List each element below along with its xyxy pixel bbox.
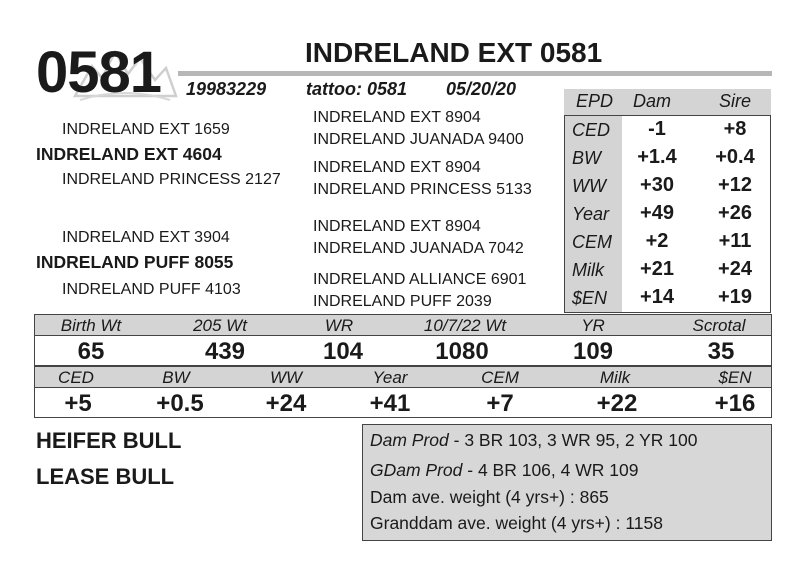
pedigree-ancestor: INDRELAND EXT 8904 bbox=[313, 218, 481, 235]
pedigree-sire-dam: INDRELAND PRINCESS 2127 bbox=[62, 171, 281, 188]
epd-header-trait: EPD bbox=[576, 91, 614, 111]
perf-header-205-wt: 205 Wt bbox=[193, 316, 247, 335]
epd-sire-ced: +8 bbox=[723, 118, 747, 140]
dam-production-text: - 3 BR 103, 3 WR 95, 2 YR 100 bbox=[448, 430, 698, 450]
perf-scrotal: 35 bbox=[707, 338, 735, 365]
epd-col-milk: Milk bbox=[599, 368, 631, 387]
epd-trait-year: Year bbox=[572, 204, 610, 224]
epd-trait-column bbox=[565, 116, 622, 312]
epd-trait-cem: CEM bbox=[572, 232, 612, 252]
pedigree-dam-dam: INDRELAND PUFF 4103 bbox=[62, 281, 241, 298]
pedigree-ancestor: INDRELAND JUANADA 9400 bbox=[313, 131, 524, 148]
epd-trait-ced: CED bbox=[572, 120, 611, 140]
perf-205-wt: 439 bbox=[204, 338, 246, 365]
perf-yr: 109 bbox=[572, 338, 614, 365]
epd-dam-milk: +21 bbox=[640, 258, 674, 280]
epd-sire-milk: +24 bbox=[718, 258, 752, 280]
pedigree-sire-sire: INDRELAND EXT 1659 bbox=[62, 121, 230, 138]
epd-sire-ww: +12 bbox=[718, 174, 752, 196]
pedigree-dam-sire: INDRELAND EXT 3904 bbox=[62, 229, 230, 246]
epd-value-milk: +22 bbox=[596, 390, 638, 417]
epd-value-ww: +24 bbox=[265, 390, 307, 417]
granddam-average-weight: Granddam ave. weight (4 yrs+) : 1158 bbox=[370, 513, 663, 533]
pedigree-sire: INDRELAND EXT 4604 bbox=[36, 144, 222, 164]
granddam-production-label: GDam Prod bbox=[370, 460, 463, 480]
epd-header-dam: Dam bbox=[633, 91, 672, 111]
pedigree-ancestor: INDRELAND PRINCESS 5133 bbox=[313, 181, 532, 198]
perf-header-yr: YR bbox=[581, 316, 605, 335]
dam-average-weight: Dam ave. weight (4 yrs+) : 865 bbox=[370, 487, 609, 507]
perf-header-yearling-wt: 10/7/22 Wt bbox=[423, 316, 507, 335]
lot-number: 0581 bbox=[36, 40, 162, 105]
heifer-bull-label: HEIFER BULL bbox=[36, 428, 182, 453]
epd-dam-ced: -1 bbox=[648, 118, 666, 140]
perf-header-birth-wt: Birth Wt bbox=[60, 316, 122, 335]
pedigree-dam: INDRELAND PUFF 8055 bbox=[36, 252, 234, 272]
epd-value-ced: +5 bbox=[64, 390, 92, 417]
pedigree-ancestor: INDRELAND EXT 8904 bbox=[313, 109, 481, 126]
epd-dam-ww: +30 bbox=[640, 174, 674, 196]
epd-col-year: Year bbox=[372, 368, 408, 387]
epd-sire-en: +19 bbox=[718, 286, 752, 308]
epd-dam-cem: +2 bbox=[645, 230, 669, 252]
epd-col-cem: CEM bbox=[481, 368, 519, 387]
pedigree-ancestor: INDRELAND EXT 8904 bbox=[313, 159, 481, 176]
epd-col-ced: CED bbox=[58, 368, 94, 387]
epd-sire-cem: +11 bbox=[718, 230, 752, 252]
epd-sire-year: +26 bbox=[718, 202, 752, 224]
granddam-production: GDam Prod - 4 BR 106, 4 WR 109 bbox=[370, 460, 639, 480]
animal-name-title: INDRELAND EXT 0581 bbox=[305, 37, 603, 68]
dam-production-label: Dam Prod bbox=[370, 430, 449, 450]
perf-birth-wt: 65 bbox=[77, 338, 105, 365]
birth-date: 05/20/20 bbox=[446, 79, 517, 99]
epd-table-header bbox=[564, 89, 771, 116]
epd-trait-ww: WW bbox=[572, 176, 606, 196]
epd-header-row bbox=[34, 366, 772, 388]
header-rule bbox=[178, 71, 772, 76]
epd-dam-year: +49 bbox=[640, 202, 674, 224]
pedigree-ancestor: INDRELAND PUFF 2039 bbox=[313, 293, 492, 310]
perf-header-scrotal: Scrotal bbox=[692, 316, 746, 335]
perf-header-wr: WR bbox=[324, 316, 354, 335]
epd-dam-en: +14 bbox=[640, 286, 674, 308]
epd-value-bw: +0.5 bbox=[156, 390, 204, 417]
epd-values-row bbox=[34, 388, 772, 418]
epd-header-sire: Sire bbox=[719, 91, 752, 111]
granddam-production-text: - 4 BR 106, 4 WR 109 bbox=[462, 460, 639, 480]
epd-value-year: +41 bbox=[369, 390, 411, 417]
epd-dam-bw: +1.4 bbox=[637, 146, 677, 168]
lease-bull-label: LEASE BULL bbox=[36, 464, 175, 489]
production-box bbox=[362, 424, 772, 541]
ranch-logo-watermark bbox=[72, 49, 178, 101]
performance-header-row bbox=[34, 314, 772, 336]
epd-col-ww: WW bbox=[269, 368, 303, 387]
dam-production: Dam Prod - 3 BR 103, 3 WR 95, 2 YR 100 bbox=[370, 430, 698, 450]
tattoo: tattoo: 0581 bbox=[306, 79, 408, 99]
epd-trait-bw: BW bbox=[572, 148, 601, 168]
epd-value-en: +16 bbox=[714, 390, 756, 417]
epd-col-bw: BW bbox=[162, 368, 190, 387]
epd-col-en: $EN bbox=[718, 368, 752, 387]
pedigree-ancestor: INDRELAND ALLIANCE 6901 bbox=[313, 271, 527, 288]
epd-trait-milk: Milk bbox=[572, 260, 604, 280]
pedigree-ancestor: INDRELAND JUANADA 7042 bbox=[313, 240, 524, 257]
epd-value-cem: +7 bbox=[486, 390, 514, 417]
perf-yearling-wt: 1080 bbox=[435, 338, 489, 365]
registration-number: 19983229 bbox=[186, 79, 267, 99]
epd-sire-bw: +0.4 bbox=[715, 146, 755, 168]
performance-values-row bbox=[34, 336, 772, 366]
perf-wr: 104 bbox=[322, 338, 364, 365]
epd-trait-en: $EN bbox=[572, 288, 608, 308]
